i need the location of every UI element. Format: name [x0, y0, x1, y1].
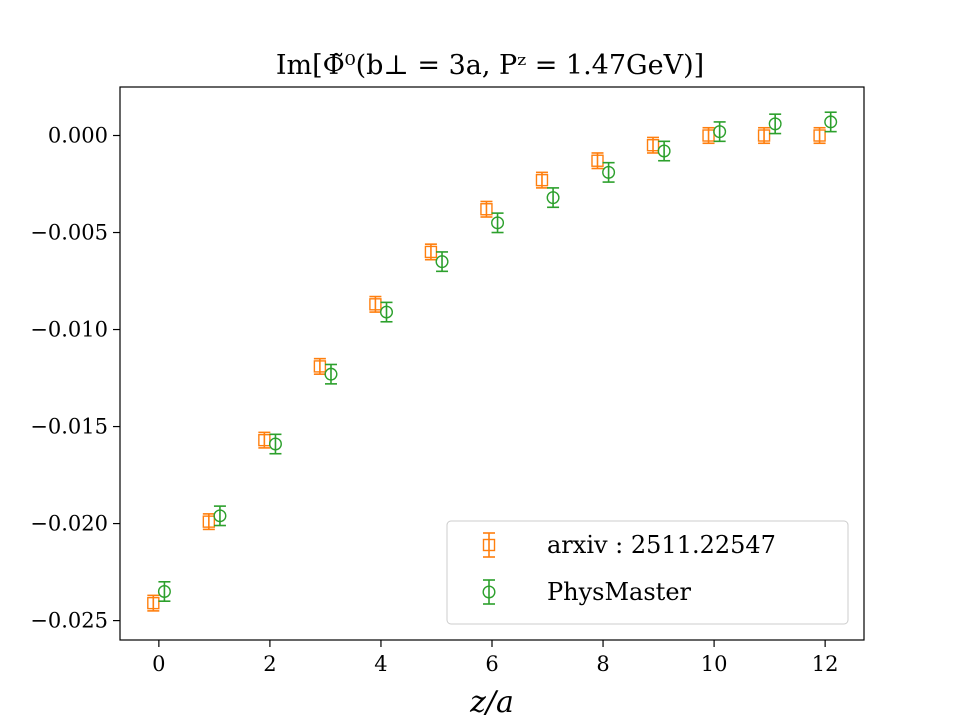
y-tick-label: −0.015 [30, 415, 108, 439]
data-point [757, 129, 771, 142]
legend-box [446, 520, 849, 625]
data-point [157, 584, 171, 598]
x-tick-label: 0 [152, 652, 165, 676]
legend-label: arxiv : 2511.22547 [547, 531, 776, 559]
data-point [435, 255, 449, 269]
data-point [213, 509, 227, 523]
legend-marker [482, 538, 496, 552]
legend-label: PhysMaster [547, 578, 692, 606]
data-point [591, 154, 604, 167]
y-tick-label: −0.005 [30, 221, 108, 245]
data-marks [147, 111, 838, 612]
legend: arxiv : 2511.22547 PhysMaster [446, 520, 849, 625]
data-point [546, 191, 560, 205]
data-point [535, 173, 549, 187]
data-point [713, 125, 727, 139]
y-tick-label: −0.010 [30, 318, 108, 342]
x-tick-label: 4 [374, 652, 387, 676]
x-tick-label: 6 [485, 652, 498, 676]
legend-entry: PhysMaster [482, 578, 692, 606]
data-point [602, 165, 616, 179]
data-point [268, 437, 282, 451]
data-point [657, 144, 671, 158]
y-tick-label: −0.020 [30, 512, 108, 536]
x-tick-label: 2 [263, 652, 276, 676]
x-tick-label: 12 [812, 652, 839, 676]
data-point [768, 117, 782, 131]
data-point [702, 129, 715, 142]
data-point [258, 433, 271, 447]
data-point [824, 115, 838, 129]
data-point [313, 360, 327, 373]
x-tick-label: 10 [701, 652, 728, 676]
legend-entry: arxiv : 2511.22547 [482, 531, 776, 559]
x-tick-label: 8 [596, 652, 609, 676]
chart-title: Im[Φ̃⁰(b⊥ = 3a, Pᶻ = 1.47GeV)] [276, 50, 704, 81]
series-1 [147, 126, 826, 612]
data-point [480, 203, 493, 216]
data-point [202, 515, 216, 528]
data-point [813, 129, 826, 142]
data-point [147, 596, 160, 610]
y-tick-label: −0.025 [30, 609, 108, 633]
y-tick-label: 0.000 [48, 124, 108, 148]
x-axis-label: z/a [469, 685, 514, 720]
data-point [646, 139, 660, 152]
data-point [369, 298, 382, 311]
data-point [324, 367, 338, 381]
data-point [380, 305, 394, 319]
y-axis: 0.000 −0.005 −0.010 −0.015 −0.020 −0.025 [30, 124, 120, 633]
series-2 [157, 111, 838, 602]
legend-marker [482, 585, 496, 599]
data-point [491, 216, 505, 230]
x-axis: 0 2 4 6 8 10 12 [152, 640, 839, 676]
